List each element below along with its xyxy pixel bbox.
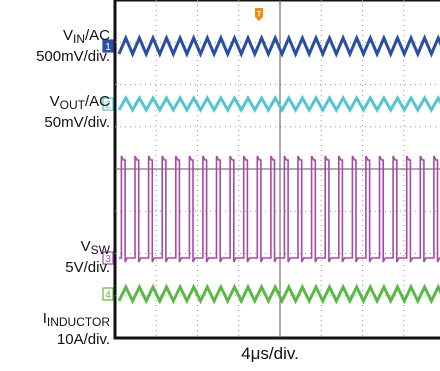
trigger-marker: T [255, 8, 263, 21]
trace-ch2 [117, 94, 440, 114]
vin-name: VIN/AC [62, 27, 110, 46]
channel-marker-label: 1 [105, 42, 111, 53]
x-axis-label: 4μs/div. [241, 344, 299, 363]
label-vout: VOUT/AC 50mV/div. [44, 93, 110, 132]
channel-markers: 1 2 3 4 [102, 39, 114, 301]
channel-marker-label: 2 [105, 100, 111, 111]
label-vsw: VSW 5V/div. [65, 238, 110, 277]
traces [117, 34, 440, 305]
trace-ch1 [117, 34, 440, 58]
channel-marker-4: 4 [102, 287, 114, 301]
vin-scale: 500mV/div. [36, 48, 110, 65]
label-vin: VIN/AC 500mV/div. [36, 27, 110, 66]
trigger-marker-label: T [257, 11, 262, 18]
channel-marker-box [102, 287, 114, 301]
vout-name: VOUT/AC [49, 93, 110, 112]
vout-scale: 50mV/div. [44, 114, 110, 131]
label-inductor: IINDUCTOR 10A/div. [43, 310, 110, 349]
trigger-marker-shape [255, 8, 263, 21]
channel-marker-label: 4 [105, 290, 111, 301]
trace-ch4 [117, 283, 440, 305]
channel-marker-1: 1 [102, 39, 114, 53]
inductor-name: IINDUCTOR [42, 310, 110, 329]
vsw-scale: 5V/div. [65, 259, 110, 276]
channel-marker-box [102, 97, 114, 111]
channel-marker-box [102, 251, 114, 265]
channel-marker-2: 2 [102, 97, 114, 111]
trace-ch3 [119, 155, 440, 263]
inductor-scale: 10A/div. [56, 331, 110, 348]
vsw-name: VSW [80, 238, 110, 257]
channel-marker-label: 3 [105, 254, 111, 265]
channel-marker-3: 3 [102, 251, 114, 265]
channel-marker-box [102, 39, 114, 53]
